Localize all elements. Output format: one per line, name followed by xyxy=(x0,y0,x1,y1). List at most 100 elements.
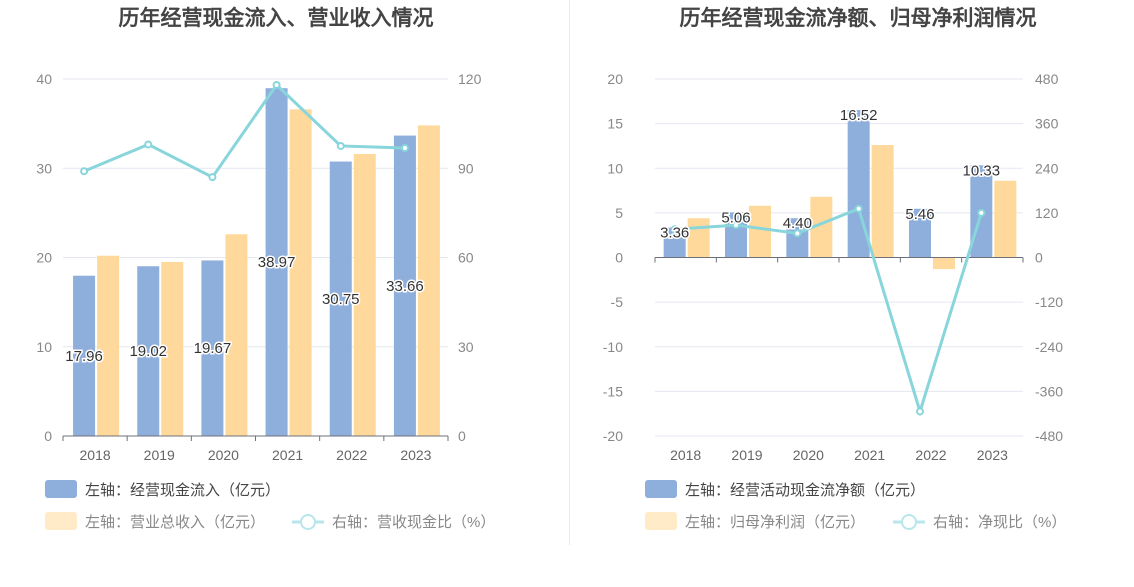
x-axis-category-label: 2022 xyxy=(336,447,367,463)
right-axis-tick-label: 240 xyxy=(1035,160,1059,176)
left-axis-tick-label: -20 xyxy=(603,428,623,444)
ratio-point xyxy=(732,221,740,230)
primary-bar xyxy=(847,110,870,258)
net-cash-flow-profit-chart: 历年经营现金流净额、归母净利润情况 -20 -15 -10 -5 0 5 10 15 20 -480… xyxy=(603,6,1067,531)
cash-inflow-revenue-chart: 历年经营现金流入、营业收入情况 0 10 20 30 40 0 30 60 90 120 2018 20… xyxy=(36,6,495,531)
primary-bar xyxy=(329,161,352,436)
legend-swatch-primary xyxy=(45,480,77,498)
x-axis-category-label: 2020 xyxy=(208,447,239,463)
data-label: 38.97 xyxy=(258,254,296,271)
x-axis-category-label: 2018 xyxy=(670,447,701,463)
secondary-bar xyxy=(933,257,955,270)
left-axis-tick-label: 20 xyxy=(36,250,52,266)
ratio-point xyxy=(208,173,217,182)
left-axis-tick-label: 10 xyxy=(607,160,623,176)
legend-swatch-line-marker xyxy=(300,514,316,530)
primary-bar xyxy=(393,135,416,436)
right-axis-tick-label: 360 xyxy=(1035,116,1059,132)
right-axis-tick-label: -120 xyxy=(1035,294,1063,310)
primary-bar xyxy=(663,227,686,258)
secondary-bar xyxy=(687,218,710,258)
right-axis-tick-label: 480 xyxy=(1035,71,1059,87)
ratio-line xyxy=(674,206,983,417)
secondary-bar xyxy=(994,180,1017,258)
data-label: 3.36 xyxy=(660,225,689,242)
legend-swatch-secondary xyxy=(45,512,77,530)
data-label: 4.40 xyxy=(783,215,812,232)
ratio-point xyxy=(336,141,345,150)
right-axis-tick-label: 0 xyxy=(1035,250,1043,266)
data-label: 5.46 xyxy=(905,206,934,223)
ratio-point xyxy=(80,167,89,176)
data-label: 17.96 xyxy=(65,348,103,365)
x-axis-category-label: 2022 xyxy=(915,447,946,463)
ratio-line xyxy=(83,82,405,180)
primary-bar xyxy=(909,208,931,258)
chart-title: 历年经营现金流净额、归母净利润情况 xyxy=(680,6,1037,30)
left-axis-tick-label: 30 xyxy=(36,160,52,176)
data-label: 30.75 xyxy=(322,291,360,308)
left-axis-tick-label: 20 xyxy=(607,71,623,87)
x-axis-category-label: 2020 xyxy=(793,447,824,463)
left-axis-tick-label: -5 xyxy=(611,294,624,310)
ratio-point xyxy=(793,229,802,238)
secondary-bar xyxy=(353,153,376,436)
ratio-point xyxy=(144,140,153,149)
panel-divider xyxy=(569,0,570,545)
x-axis-category-label: 2019 xyxy=(144,447,175,463)
chart-panel-left: 历年经营现金流入、营业收入情况 0 10 20 30 40 0 30 60 90 120 2018 20… xyxy=(0,0,567,582)
right-axis-tick-label: 60 xyxy=(458,250,474,266)
x-axis-category-label: 2023 xyxy=(977,447,1008,463)
right-axis-tick-label: 120 xyxy=(458,71,482,87)
right-axis-tick-label: 120 xyxy=(1035,205,1059,221)
ratio-point xyxy=(854,204,863,213)
chart-title: 历年经营现金流入、营业收入情况 xyxy=(119,6,434,30)
ratio-point xyxy=(916,407,924,416)
left-axis-tick-label: -15 xyxy=(603,383,623,399)
left-axis-tick-label: 5 xyxy=(615,205,623,221)
left-axis-tick-label: 15 xyxy=(607,116,623,132)
chart-panel-right: 历年经营现金流净额、归母净利润情况 -20 -15 -10 -5 0 5 10 15 20 -480… xyxy=(567,0,1134,582)
secondary-bar xyxy=(225,234,248,436)
secondary-bar xyxy=(871,145,894,258)
left-axis-tick-label: 0 xyxy=(44,428,52,444)
primary-bar xyxy=(725,212,747,258)
right-axis-tick-label: -360 xyxy=(1035,383,1063,399)
x-axis-category-label: 2021 xyxy=(272,447,303,463)
ratio-point xyxy=(400,144,409,153)
secondary-bar xyxy=(289,109,312,436)
secondary-bar xyxy=(97,255,120,436)
x-axis-category-label: 2021 xyxy=(854,447,885,463)
data-label: 5.06 xyxy=(721,209,750,226)
legend-label-secondary: 左轴：营业总收入（亿元） xyxy=(85,514,265,531)
data-label: 10.33 xyxy=(963,162,1001,179)
legend-label-secondary: 左轴：归母净利润（亿元） xyxy=(685,514,865,531)
data-label: 33.66 xyxy=(386,278,424,295)
x-axis-category-label: 2018 xyxy=(80,447,111,463)
legend-swatch-line-marker xyxy=(901,514,917,530)
secondary-bar xyxy=(810,196,833,258)
data-label: 16.52 xyxy=(840,107,878,124)
left-axis-tick-label: -10 xyxy=(603,339,623,355)
data-label: 19.67 xyxy=(194,340,232,357)
legend-label-line: 右轴：营收现金比（%） xyxy=(332,514,495,531)
primary-bar xyxy=(201,260,224,436)
secondary-bar xyxy=(417,125,440,436)
right-axis-tick-label: 0 xyxy=(458,428,466,444)
legend-label-primary: 左轴：经营活动现金流净额（亿元） xyxy=(685,482,925,499)
left-axis-tick-label: 10 xyxy=(36,339,52,355)
left-axis-tick-label: 0 xyxy=(615,250,623,266)
right-axis-tick-label: -240 xyxy=(1035,339,1063,355)
data-label: 19.02 xyxy=(129,343,167,360)
right-axis-tick-label: 30 xyxy=(458,339,474,355)
legend-label-line: 右轴：净现比（%） xyxy=(933,514,1066,531)
primary-bar xyxy=(73,275,96,436)
left-axis-tick-label: 40 xyxy=(36,71,52,87)
legend-label-primary: 左轴：经营现金流入（亿元） xyxy=(85,482,280,499)
primary-bar xyxy=(265,88,288,436)
right-axis-tick-label: 90 xyxy=(458,160,474,176)
primary-bar xyxy=(137,266,160,436)
primary-bar xyxy=(786,218,809,258)
x-axis-category-label: 2023 xyxy=(400,447,431,463)
